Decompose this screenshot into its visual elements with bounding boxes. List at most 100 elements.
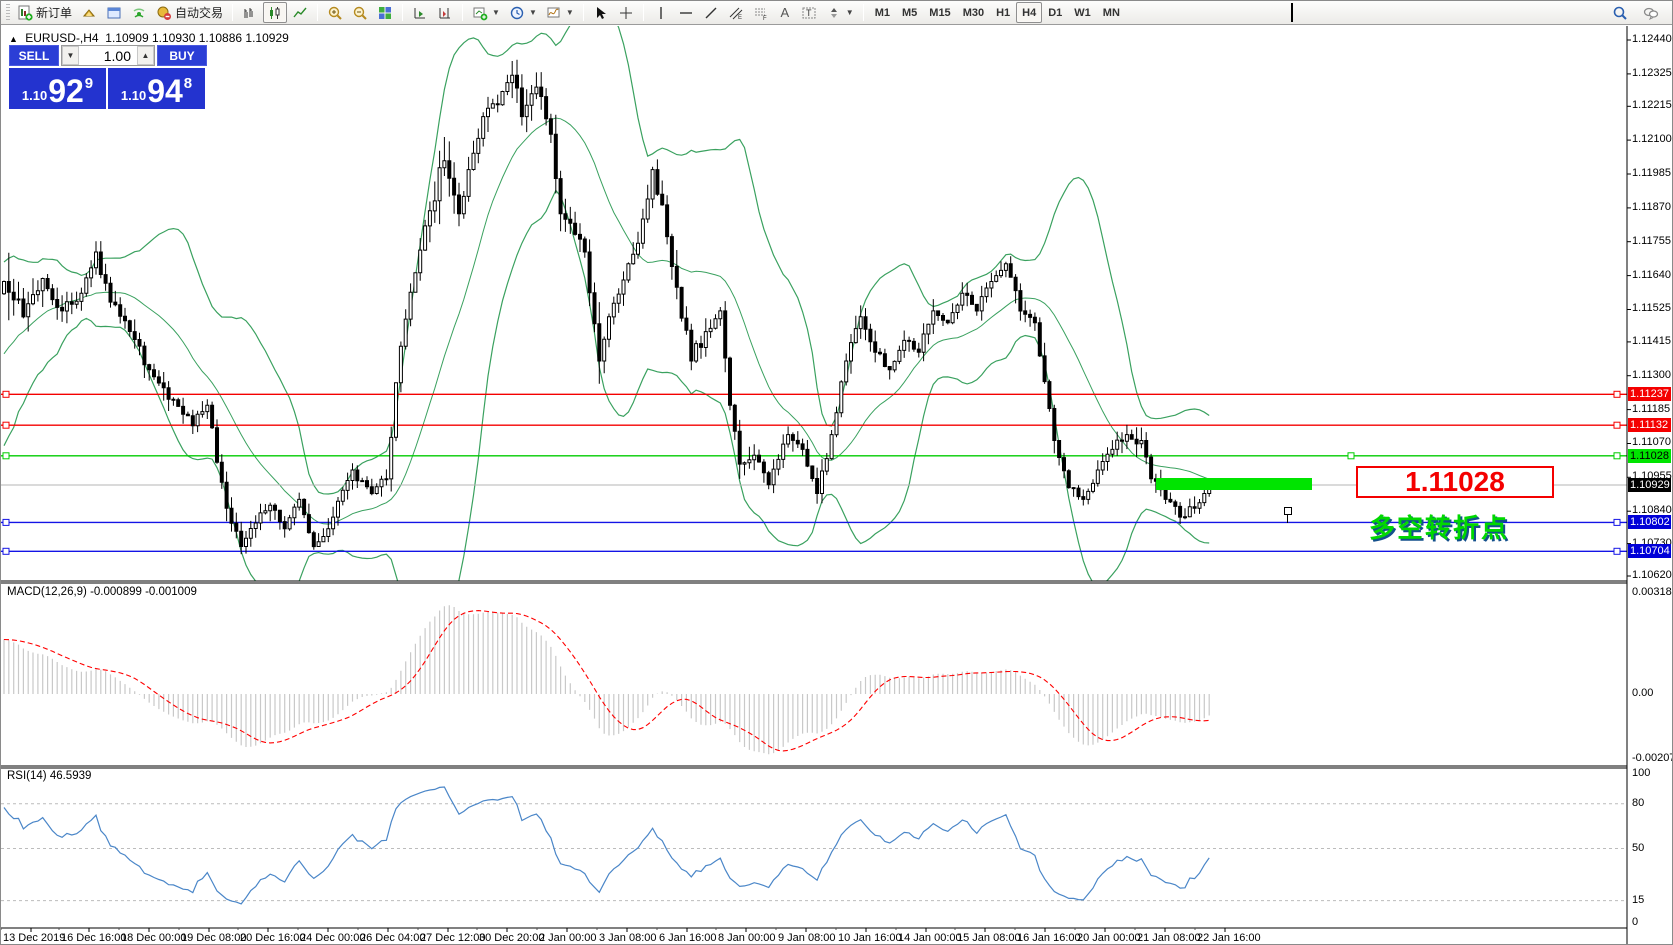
- price-axis-label: 1.12100: [1632, 133, 1672, 146]
- sell-button[interactable]: SELL: [9, 45, 59, 66]
- toolbar-separator: [582, 4, 584, 21]
- hline-handle[interactable]: [1613, 421, 1621, 429]
- price-axis-label: 1.10840: [1632, 504, 1672, 517]
- crosshair-icon: [619, 6, 632, 19]
- line-chart-icon: [293, 7, 307, 17]
- candlestick-button[interactable]: [263, 2, 288, 23]
- time-axis-label: 13 Dec 2019: [3, 932, 66, 944]
- sell-price-display[interactable]: 1.10 92 9: [9, 68, 106, 109]
- hline-handle[interactable]: [1613, 390, 1621, 398]
- time-axis-label: 10 Jan 16:00: [838, 932, 902, 944]
- rsi-axis-label: 0: [1632, 916, 1639, 928]
- vertical-line-icon: [660, 6, 662, 19]
- auto-trading-button[interactable]: 自动交易: [152, 2, 227, 23]
- hline-handle[interactable]: [2, 421, 10, 429]
- timeframe-MN[interactable]: MN: [1102, 6, 1120, 19]
- cursor-icon: [596, 6, 606, 19]
- price-badge-1.11028: 1.11028: [1628, 448, 1671, 463]
- rsi-label: RSI(14) 46.5939: [7, 770, 92, 782]
- arrows-dropdown[interactable]: ▼: [822, 2, 858, 23]
- svg-text:F: F: [763, 16, 767, 21]
- time-axis-label: 16 Jan 16:00: [1017, 932, 1081, 944]
- market-watch-button[interactable]: [102, 2, 126, 23]
- chinese-note-annotation[interactable]: 多空转折点: [1369, 513, 1510, 543]
- price-axis-label: 1.11640: [1632, 268, 1671, 281]
- hline-handle[interactable]: [2, 518, 10, 526]
- crosshair-tool-button[interactable]: [614, 2, 638, 23]
- new-chart-dropdown[interactable]: ▼: [468, 2, 504, 23]
- hline-handle[interactable]: [2, 390, 10, 398]
- periods-dropdown[interactable]: ▼: [505, 2, 541, 23]
- buy-button[interactable]: BUY: [157, 45, 207, 66]
- price-axis-label: 1.11525: [1632, 302, 1671, 315]
- time-axis-label: 20 Dec 16:00: [240, 932, 306, 944]
- auto-scroll-button[interactable]: [408, 2, 432, 23]
- chart-shift-button[interactable]: [433, 2, 457, 23]
- time-axis-label: 3 Jan 08:00: [599, 932, 657, 944]
- text-tool[interactable]: A: [774, 2, 796, 23]
- trendline-tool[interactable]: [699, 2, 723, 23]
- ohlc-text: 1.10909 1.10930 1.10886 1.10929: [105, 31, 289, 45]
- price-alert-box[interactable]: 1.11028: [1356, 466, 1554, 498]
- toolbar-separator: [462, 4, 464, 21]
- time-axis-label: 21 Jan 08:00: [1137, 932, 1201, 944]
- sell-price-sup: 9: [84, 75, 94, 92]
- price-badge-1.11237: 1.11237: [1628, 387, 1671, 402]
- time-axis-label: 18 Dec 00:00: [121, 932, 187, 944]
- price-axis-label: 1.12215: [1632, 99, 1672, 112]
- object-anchor-handle[interactable]: [1284, 507, 1292, 515]
- price-badge-1.10802: 1.10802: [1628, 515, 1671, 530]
- time-axis-label: 16 Dec 16:00: [61, 932, 127, 944]
- tile-windows-button[interactable]: [373, 2, 397, 23]
- candlestick-icon: [270, 6, 280, 19]
- community-button[interactable]: [1639, 2, 1663, 23]
- timeframe-M15[interactable]: M15: [929, 6, 951, 19]
- candle-wicks: [3, 59, 1210, 555]
- timeframe-M30[interactable]: M30: [962, 6, 985, 19]
- hline-handle[interactable]: [2, 452, 10, 460]
- bar-chart-button[interactable]: [238, 2, 262, 23]
- label-tool[interactable]: T: [797, 2, 821, 23]
- cursor-tool-button[interactable]: [589, 2, 613, 23]
- toolbar-separator: [642, 4, 644, 21]
- zoom-out-button[interactable]: [348, 2, 372, 23]
- vertical-line-tool[interactable]: [649, 2, 673, 23]
- timeframe-M1[interactable]: M1: [874, 6, 890, 19]
- fibonacci-tool[interactable]: F: [749, 2, 773, 23]
- new-order-button[interactable]: 新订单: [13, 2, 76, 23]
- collapse-arrow-icon[interactable]: ▲: [9, 34, 18, 44]
- indicators-dropdown[interactable]: ▼: [542, 2, 578, 23]
- volume-increase-button[interactable]: ▲: [137, 46, 154, 65]
- toolbar-separator: [402, 4, 404, 21]
- timeframe-H4[interactable]: H4: [1016, 2, 1043, 23]
- hline-handle[interactable]: [1347, 452, 1355, 460]
- quotes-button[interactable]: [77, 2, 101, 23]
- buy-price-display[interactable]: 1.10 94 8: [108, 68, 205, 109]
- chart-symbol-label: ▲ EURUSD-,H4 1.10909 1.10930 1.10886 1.1…: [9, 31, 289, 45]
- horizontal-line-tool[interactable]: [674, 2, 698, 23]
- price-axis-label: 1.12440: [1632, 33, 1672, 45]
- hline-handle[interactable]: [1613, 518, 1621, 526]
- timeframe-M5[interactable]: M5: [902, 6, 918, 19]
- toolbar-separator: [232, 4, 234, 21]
- zoom-in-button[interactable]: [323, 2, 347, 23]
- candles: [2, 59, 1212, 555]
- search-button[interactable]: [1608, 2, 1632, 23]
- timeframe-D1[interactable]: D1: [1048, 6, 1063, 19]
- hline-handle[interactable]: [1613, 547, 1621, 555]
- chart-area[interactable]: ▲ EURUSD-,H4 1.10909 1.10930 1.10886 1.1…: [1, 26, 1672, 944]
- timeframe-W1[interactable]: W1: [1074, 6, 1091, 19]
- toolbar-grip[interactable]: [6, 4, 10, 21]
- timeframe-H1[interactable]: H1: [996, 6, 1011, 19]
- volume-input[interactable]: 1.00: [103, 47, 131, 64]
- channel-tool[interactable]: E: [724, 2, 748, 23]
- volume-decrease-button[interactable]: ▼: [62, 46, 79, 65]
- signals-button[interactable]: [127, 2, 151, 23]
- highlight-bar-annotation[interactable]: [1156, 478, 1312, 490]
- price-axis-label: 1.12325: [1632, 66, 1672, 79]
- time-axis-label: 26 Dec 04:00: [360, 932, 426, 944]
- hline-handle[interactable]: [2, 547, 10, 555]
- line-chart-button[interactable]: [288, 2, 312, 23]
- horizontal-line-icon: [679, 11, 692, 14]
- hline-handle[interactable]: [1613, 452, 1621, 460]
